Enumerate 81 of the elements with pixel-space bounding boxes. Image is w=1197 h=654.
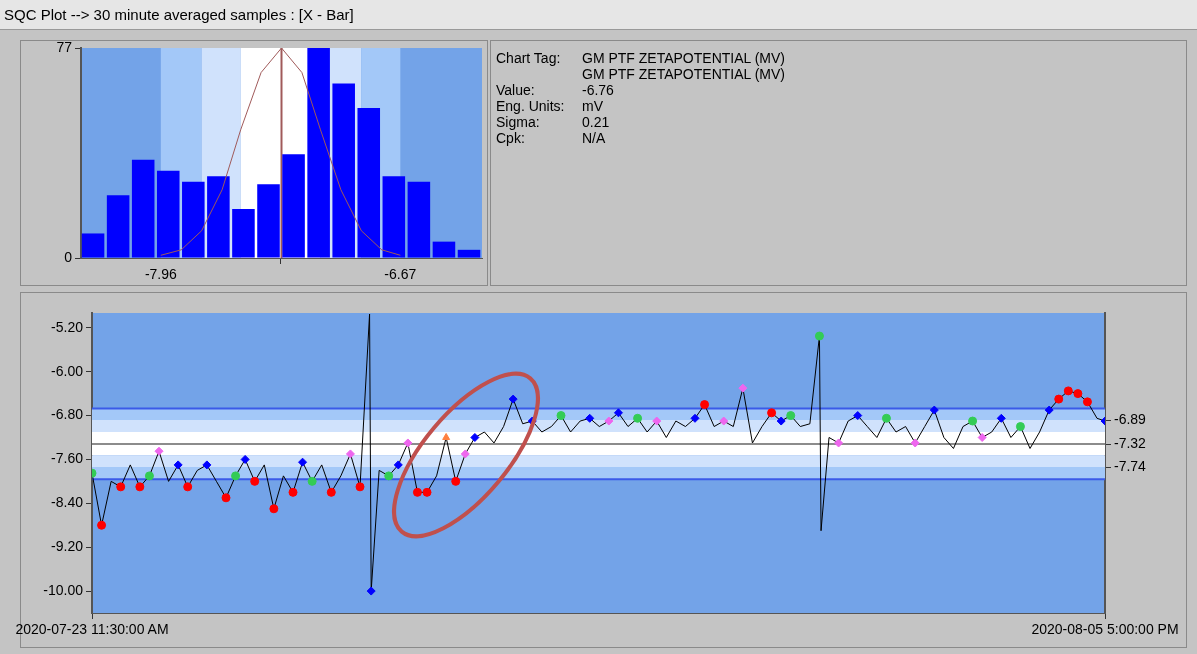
point	[326, 487, 336, 497]
point	[719, 416, 729, 426]
text: Cpk: N/A	[496, 130, 606, 146]
point	[183, 482, 193, 492]
point	[422, 487, 432, 497]
point	[366, 586, 376, 596]
point	[834, 438, 844, 448]
point	[221, 493, 231, 503]
point	[384, 471, 394, 481]
point	[116, 482, 126, 492]
y-tick-label: -6.80	[51, 406, 84, 423]
x-tick-label: -6.67	[384, 266, 417, 283]
point	[585, 413, 595, 423]
point	[968, 416, 978, 426]
y-tick-label: 77	[56, 38, 73, 55]
point	[393, 460, 403, 470]
point	[412, 487, 422, 497]
point	[738, 383, 748, 393]
point	[269, 504, 279, 514]
point	[144, 471, 154, 481]
point	[776, 416, 786, 426]
point	[700, 400, 710, 410]
point	[556, 411, 566, 421]
text: Eng. Units: mV	[496, 98, 603, 114]
point	[298, 457, 308, 467]
point	[977, 433, 987, 442]
point	[154, 446, 164, 456]
point	[240, 454, 250, 464]
y-tick-label: -10.00	[43, 581, 84, 598]
point	[355, 482, 365, 492]
point	[1082, 397, 1092, 407]
point	[403, 438, 413, 448]
point	[613, 408, 623, 418]
point	[786, 411, 796, 421]
text: GM PTF ZETAPOTENTIAL (MV)	[582, 66, 785, 82]
point	[910, 438, 920, 448]
point	[1063, 386, 1073, 396]
point	[767, 408, 777, 418]
point	[881, 413, 891, 423]
point	[633, 413, 643, 423]
text: Chart Tag: GM PTF ZETAPOTENTIAL (MV)	[496, 50, 785, 66]
y-tick-label: 0	[64, 248, 73, 265]
point	[231, 471, 241, 481]
y2-tick-label: -7.74	[1114, 457, 1147, 474]
point	[508, 394, 518, 404]
y2-tick-label: -6.89	[1114, 411, 1147, 428]
point	[460, 449, 470, 459]
point	[853, 411, 863, 421]
point	[652, 416, 662, 426]
point	[1054, 394, 1064, 404]
x-tick-label: 2020-08-05 5:00:00 PM	[1031, 621, 1179, 638]
point	[288, 487, 298, 497]
x-tick-label: 2020-07-23 11:30:00 AM	[15, 621, 169, 638]
point	[929, 405, 939, 415]
y-tick-label: -7.60	[51, 450, 84, 467]
point	[1015, 422, 1025, 432]
text: SQC Plot --> 30 minute averaged samples : [X - Bar]	[0, 0, 1197, 30]
x-tick-label: -7.96	[144, 266, 177, 283]
point	[135, 482, 145, 492]
point	[345, 449, 355, 459]
point	[814, 331, 824, 341]
point	[604, 416, 614, 426]
point	[451, 476, 461, 486]
point	[307, 476, 317, 486]
point	[202, 460, 212, 470]
y-tick-label: -6.00	[51, 362, 84, 379]
point	[1073, 389, 1083, 399]
text: Sigma: 0.21	[496, 114, 610, 130]
point	[250, 476, 260, 486]
point	[173, 460, 183, 470]
point	[470, 433, 480, 442]
text: Value: -6.76	[496, 82, 614, 98]
point	[442, 433, 451, 440]
point	[97, 520, 107, 530]
y-tick-label: -9.20	[51, 538, 84, 555]
y-tick-label: -5.20	[51, 318, 84, 335]
point	[996, 413, 1006, 423]
point	[690, 413, 700, 423]
y2-tick-label: -7.32	[1114, 434, 1147, 451]
point	[1044, 405, 1054, 415]
y-tick-label: -8.40	[51, 494, 84, 511]
